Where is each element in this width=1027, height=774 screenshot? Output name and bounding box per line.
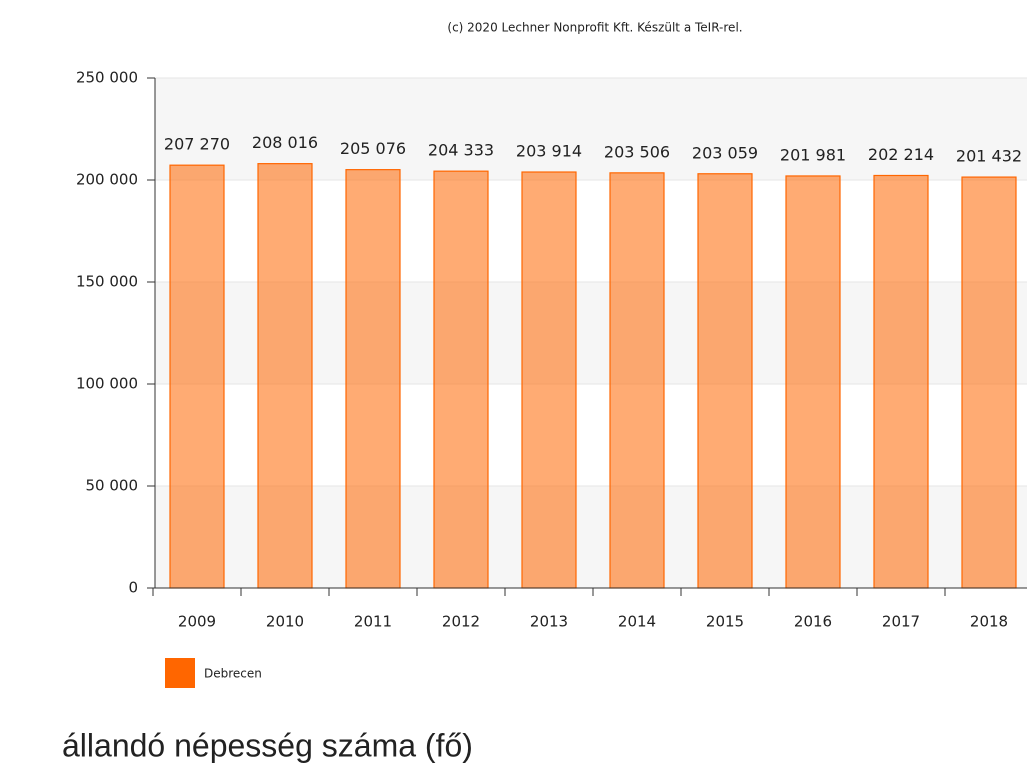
- legend-swatch: [165, 658, 195, 688]
- credits: (c) 2020 Lechner Nonprofit Kft. Készült …: [447, 21, 742, 35]
- bar: [785, 175, 841, 589]
- value-label: 201 981: [780, 145, 846, 164]
- bar: [961, 176, 1017, 589]
- x-tick-label: 2013: [530, 613, 568, 631]
- bar: [697, 173, 753, 589]
- bar: [433, 170, 489, 589]
- plot-band: [155, 78, 1027, 180]
- value-label: 204 333: [428, 141, 494, 160]
- x-tick-label: 2018: [970, 613, 1008, 631]
- x-tick-label: 2012: [442, 613, 480, 631]
- value-label: 208 016: [252, 133, 318, 152]
- legend-label: Debrecen: [204, 667, 262, 681]
- x-tick-label: 2010: [266, 613, 304, 631]
- y-tick-label: 100 000: [76, 375, 138, 393]
- chart-title: állandó népesség száma (fő): [62, 727, 473, 763]
- x-tick-label: 2016: [794, 613, 832, 631]
- y-tick-label: 150 000: [76, 273, 138, 291]
- value-label: 203 059: [692, 143, 758, 162]
- bar: [521, 171, 577, 589]
- bar: [873, 174, 929, 589]
- bar: [257, 163, 313, 589]
- value-label: 202 214: [868, 145, 934, 164]
- value-label: 207 270: [164, 135, 230, 154]
- x-tick-label: 2015: [706, 613, 744, 631]
- x-tick-label: 2014: [618, 613, 656, 631]
- value-label: 201 432: [956, 147, 1022, 166]
- y-tick-label: 250 000: [76, 69, 138, 87]
- bar: [345, 169, 401, 589]
- bar: [609, 172, 665, 589]
- x-tick-label: 2011: [354, 613, 392, 631]
- x-tick-label: 2009: [178, 613, 216, 631]
- y-tick-label: 200 000: [76, 171, 138, 189]
- x-tick-label: 2017: [882, 613, 920, 631]
- value-label: 203 506: [604, 142, 670, 161]
- value-label: 203 914: [516, 142, 582, 161]
- y-tick-label: 0: [128, 579, 138, 597]
- y-tick-label: 50 000: [86, 477, 139, 495]
- value-label: 205 076: [340, 139, 406, 158]
- bar: [169, 164, 225, 589]
